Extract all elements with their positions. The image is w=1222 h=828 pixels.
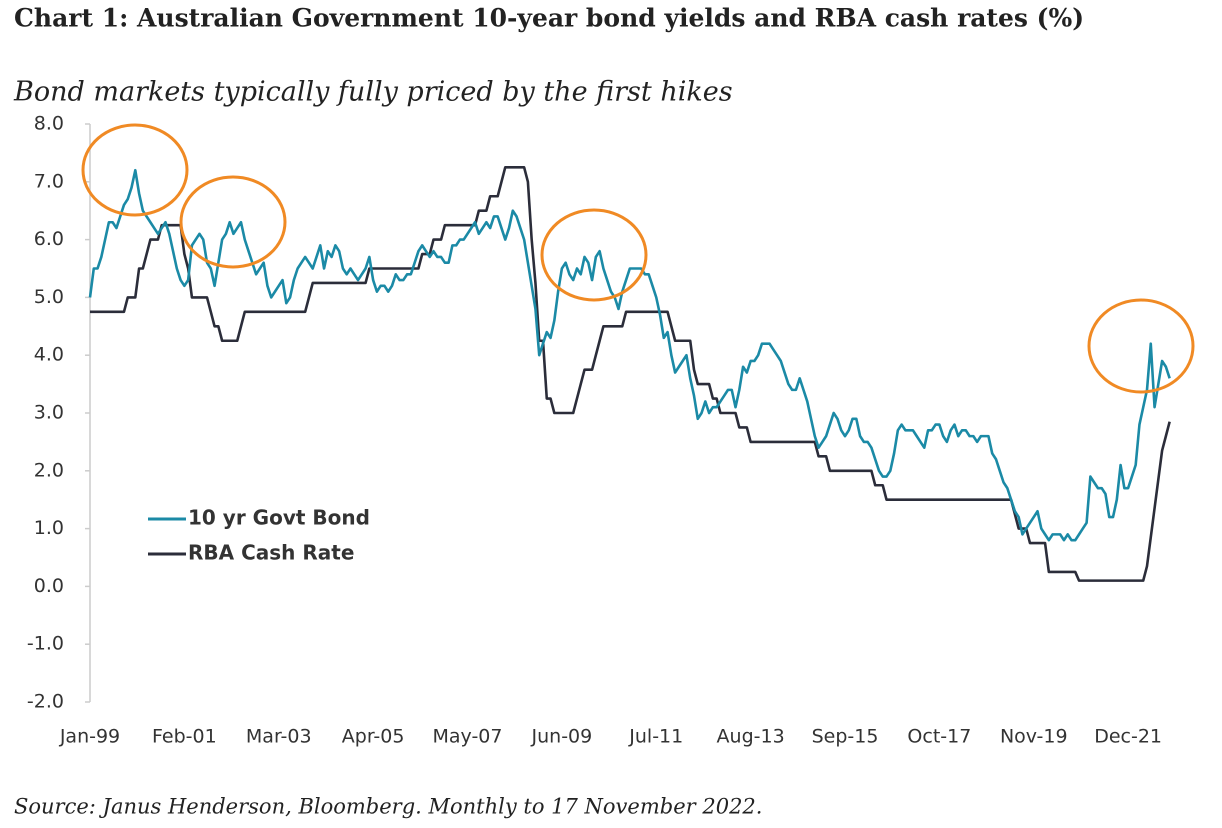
x-tick-label: Feb-01 <box>152 726 217 748</box>
x-tick-label: Jan-99 <box>59 726 120 748</box>
x-tick-label: May-07 <box>433 726 503 748</box>
y-tick-label: -2.0 <box>27 691 64 713</box>
x-tick-label: Oct-17 <box>907 726 971 748</box>
x-tick-label: Jul-11 <box>628 726 683 748</box>
series-line <box>88 168 1171 542</box>
x-tick-label: Jun-09 <box>531 726 593 748</box>
legend-label: 10 yr Govt Bond <box>188 506 370 530</box>
series-line <box>90 166 1171 582</box>
y-tick-label: 6.0 <box>34 228 64 250</box>
y-tick-label: 4.0 <box>34 344 64 366</box>
x-tick-label: Nov-19 <box>1000 726 1068 748</box>
y-tick-label: 5.0 <box>34 286 64 308</box>
y-tick-label: 8.0 <box>34 113 64 135</box>
y-tick-label: 2.0 <box>34 459 64 481</box>
highlight-circle <box>540 208 648 302</box>
chart-subtitle: Bond markets typically fully priced by t… <box>13 77 733 108</box>
highlights <box>81 123 1195 394</box>
y-tick-label: 7.0 <box>34 170 64 192</box>
x-tick-label: Aug-13 <box>717 726 785 748</box>
x-tick-label: Dec-21 <box>1094 726 1162 748</box>
source-note: Source: Janus Henderson, Bloomberg. Mont… <box>14 795 762 819</box>
x-tick-label: Sep-15 <box>812 726 879 748</box>
y-tick-label: 1.0 <box>34 517 64 539</box>
plot: -2.0 -1.0 0.0 1.0 2.0 3.0 4.0 5.0 6.0 7.0 8.0 Jan-9… <box>27 113 1171 748</box>
highlight-circle <box>1087 298 1195 394</box>
highlight-circle <box>81 123 189 217</box>
chart-title: Chart 1: Australian Government 10-year b… <box>14 4 1084 33</box>
y-tick-label: 0.0 <box>34 575 64 597</box>
x-tick-label: Apr-05 <box>342 726 405 748</box>
highlight-circle <box>179 175 287 269</box>
legend-label: RBA Cash Rate <box>188 541 354 565</box>
y-tick-label: -1.0 <box>27 633 64 655</box>
x-tick-label: Mar-03 <box>246 726 312 748</box>
y-tick-label: 3.0 <box>34 402 64 424</box>
